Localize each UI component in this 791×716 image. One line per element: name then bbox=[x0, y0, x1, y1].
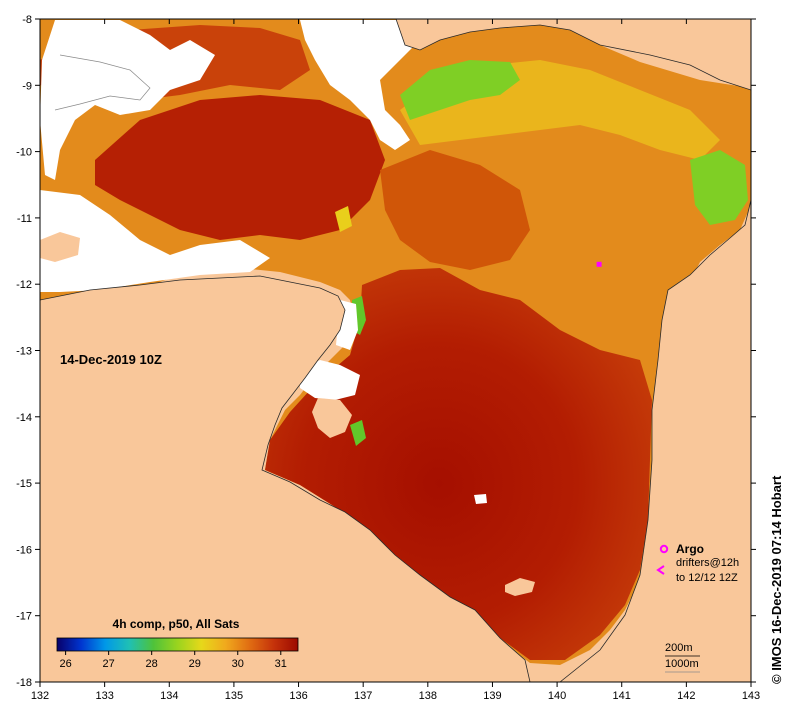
y-tick-label: -17 bbox=[16, 611, 32, 623]
coastline bbox=[40, 19, 751, 682]
land-mornington-island bbox=[505, 578, 535, 596]
x-tick-label: 139 bbox=[483, 690, 501, 702]
contour-200m-label: 200m bbox=[665, 642, 693, 654]
coast-yellow-spot bbox=[335, 206, 352, 232]
land-arnhem-west bbox=[40, 276, 530, 682]
land-islands-west bbox=[40, 232, 80, 262]
x-tick-label: 134 bbox=[160, 690, 178, 702]
y-tick-label: -14 bbox=[16, 412, 32, 424]
northeast-green-patch bbox=[690, 150, 748, 225]
colorbar-title: 4h comp, p50, All Sats bbox=[113, 617, 240, 631]
y-tick-label: -13 bbox=[16, 346, 32, 358]
x-tick-label: 137 bbox=[354, 690, 372, 702]
cloud-north-central bbox=[300, 20, 420, 150]
drifters-range-label: to 12/12 12Z bbox=[676, 572, 738, 584]
legend: Argo drifters@12h to 12/12 12Z 200m 1000… bbox=[656, 542, 739, 673]
arafura-warm-patch bbox=[95, 95, 385, 240]
timestamp-label: 14-Dec-2019 10Z bbox=[60, 352, 162, 367]
y-tick-label: -9 bbox=[22, 80, 32, 92]
land-new-guinea bbox=[396, 19, 751, 90]
cloud-coast-gap bbox=[300, 360, 360, 400]
colorbar-label: 28 bbox=[146, 658, 158, 670]
y-tick-label: -16 bbox=[16, 544, 32, 556]
argo-float-marker[interactable] bbox=[596, 261, 602, 267]
x-tick-label: 136 bbox=[289, 690, 307, 702]
gulf-hot-core bbox=[265, 268, 652, 660]
y-tick-label: -8 bbox=[22, 14, 32, 26]
argo-legend-label: Argo bbox=[676, 542, 704, 556]
bathymetry-contour bbox=[54, 54, 151, 111]
x-tick-label: 133 bbox=[95, 690, 113, 702]
colorbar-label: 30 bbox=[232, 658, 244, 670]
north-green-patch bbox=[400, 60, 520, 120]
central-warm-patch bbox=[380, 150, 530, 270]
drifter-legend-icon bbox=[656, 565, 665, 575]
y-tick-label: -11 bbox=[17, 213, 32, 225]
colorbar-label: 31 bbox=[275, 658, 287, 670]
x-tick-label: 143 bbox=[742, 690, 760, 702]
coast-green-spot bbox=[350, 420, 366, 446]
argo-legend-icon bbox=[659, 544, 669, 554]
colorbar-label: 27 bbox=[103, 658, 115, 670]
y-axis: -8 -9 -10 -11 -12 -13 -14 -15 -16 -17 -18 bbox=[16, 14, 756, 689]
x-tick-label: 141 bbox=[613, 690, 631, 702]
cloud-west bbox=[40, 190, 270, 292]
land-groote-eylandt bbox=[312, 398, 352, 438]
land-cape-york bbox=[560, 200, 751, 682]
x-tick-label: 135 bbox=[225, 690, 243, 702]
y-tick-label: -10 bbox=[16, 147, 32, 159]
colorbar: 4h comp, p50, All Sats 26 27 28 29 30 31 bbox=[56, 617, 299, 670]
y-tick-label: -18 bbox=[16, 677, 32, 689]
credit-label: © IMOS 16-Dec-2019 07:14 Hobart bbox=[769, 475, 784, 684]
x-tick-label: 132 bbox=[31, 690, 49, 702]
x-tick-label: 142 bbox=[677, 690, 695, 702]
x-tick-label: 140 bbox=[548, 690, 566, 702]
x-tick-label: 138 bbox=[419, 690, 437, 702]
y-tick-label: -15 bbox=[16, 478, 32, 490]
drifters-legend-label: drifters@12h bbox=[676, 557, 739, 569]
contour-1000m-label: 1000m bbox=[665, 658, 699, 670]
cloud-northwest bbox=[40, 20, 215, 180]
colorbar-label: 29 bbox=[189, 658, 201, 670]
colorbar-label: 26 bbox=[59, 658, 71, 670]
x-axis: 132 133 134 135 136 137 138 139 140 141 142 143 bbox=[31, 19, 760, 702]
sst-field bbox=[40, 19, 751, 682]
cloud-gulf-spot bbox=[474, 494, 487, 504]
y-tick-label: -12 bbox=[16, 279, 32, 291]
colorbar-gradient bbox=[56, 637, 299, 652]
